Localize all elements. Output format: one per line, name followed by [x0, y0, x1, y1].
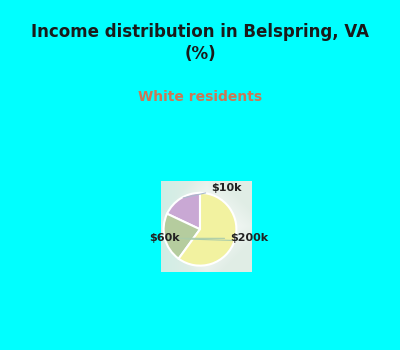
Text: $60k: $60k — [149, 233, 232, 243]
Text: $200k: $200k — [168, 233, 268, 243]
Wedge shape — [179, 193, 236, 266]
Text: $10k: $10k — [183, 183, 242, 198]
Text: White residents: White residents — [138, 90, 262, 104]
Text: Income distribution in Belspring, VA
(%): Income distribution in Belspring, VA (%) — [31, 23, 369, 63]
Wedge shape — [167, 193, 200, 229]
Wedge shape — [164, 214, 200, 259]
